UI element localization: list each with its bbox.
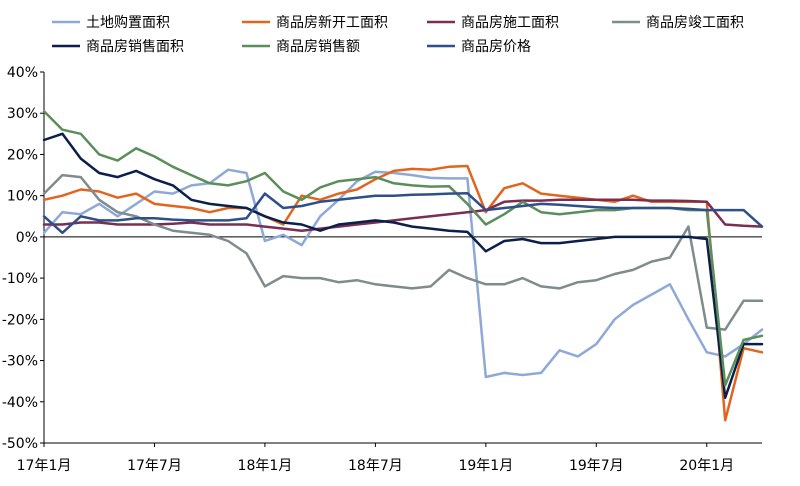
series-line-2: [42, 198, 764, 232]
legend-item: 商品房新开工面积: [242, 15, 388, 31]
x-tick-label: 20年1月: [679, 458, 734, 474]
x-tick-label: 19年7月: [569, 458, 624, 474]
series-line-3: [42, 173, 764, 331]
y-tick-label: 30%: [7, 106, 38, 122]
legend-label: 商品房销售面积: [86, 39, 184, 55]
legend-label: 商品房新开工面积: [276, 15, 388, 31]
x-tick-label: 17年7月: [127, 458, 182, 474]
x-tick-label: 18年7月: [348, 458, 403, 474]
y-axis-tick-labels: 40% 30% 20% 10% 0% -10% -20% -30% -40% -50%: [2, 65, 38, 452]
y-tick-label: -10%: [2, 271, 38, 287]
series-lines: [42, 109, 764, 422]
legend-item: 土地购置面积: [52, 15, 170, 31]
series-line-0: [42, 168, 764, 379]
legend-item: 商品房施工面积: [427, 15, 559, 31]
series-line-6: [42, 191, 764, 235]
y-tick-label: -20%: [2, 312, 38, 328]
legend-item: 商品房销售额: [242, 39, 360, 55]
x-tick-label: 19年1月: [458, 458, 513, 474]
legend-item: 商品房竣工面积: [612, 15, 744, 31]
legend-label: 商品房销售额: [276, 39, 360, 55]
y-tick-label: 40%: [7, 65, 38, 81]
legend-label: 商品房施工面积: [461, 15, 559, 31]
legend-label: 土地购置面积: [86, 15, 170, 31]
y-tick-label: 0%: [16, 230, 38, 246]
x-tick-label: 18年1月: [238, 458, 293, 474]
y-tick-label: -30%: [2, 354, 38, 370]
y-tick-label: 10%: [7, 189, 38, 205]
series-line-1: [42, 164, 764, 422]
legend-label: 商品房价格: [461, 39, 531, 55]
series-line-4: [42, 132, 764, 399]
legend-label: 商品房竣工面积: [646, 15, 744, 31]
legend-item: 商品房销售面积: [52, 39, 184, 55]
series-line-5: [42, 109, 764, 387]
x-tick-label: 17年1月: [17, 458, 72, 474]
y-tick-label: 20%: [7, 147, 38, 163]
legend-item: 商品房价格: [427, 39, 531, 55]
axes: [40, 71, 762, 447]
x-axis-tick-labels: 17年1月 17年7月 18年1月 18年7月 19年1月 19年7月 20年1月: [17, 458, 735, 474]
y-tick-label: -40%: [2, 395, 38, 411]
y-tick-label: -50%: [2, 436, 38, 452]
